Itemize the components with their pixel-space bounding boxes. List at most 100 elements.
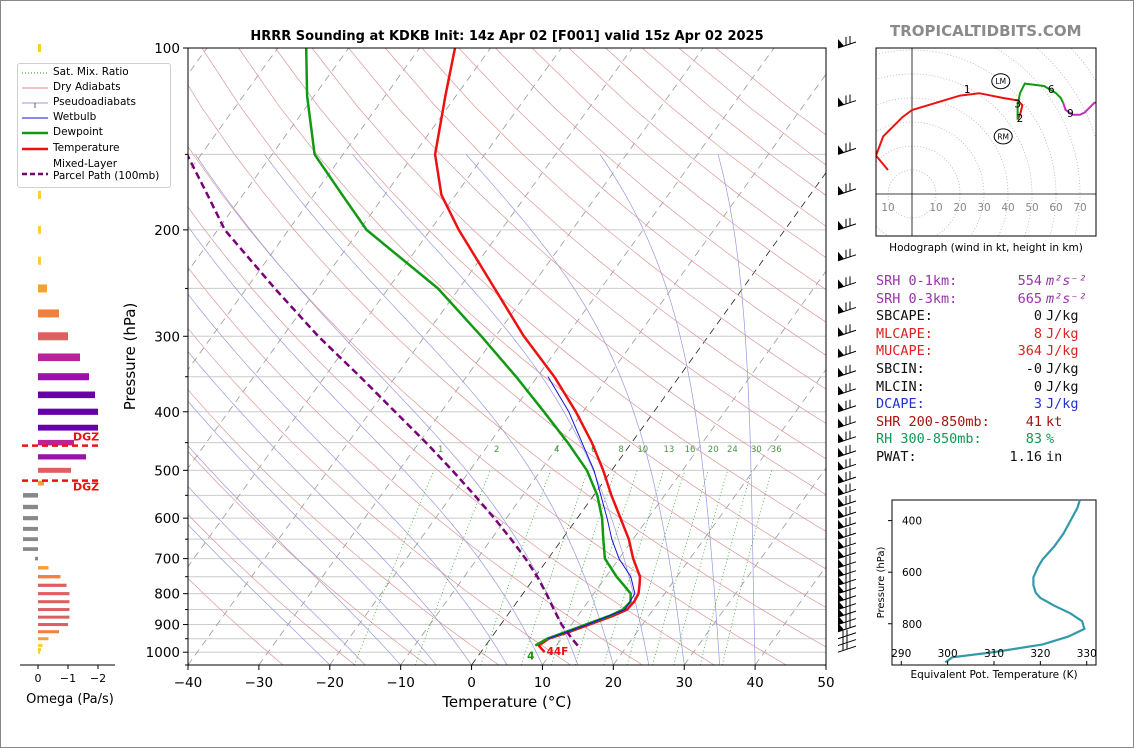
mixing-ratio-line [721,470,773,665]
hodograph-segment-0-3km [876,92,1024,171]
dry-adiabat [385,48,826,424]
index-unit: J/kg [1046,343,1079,360]
dry-adiabat [188,327,571,665]
mixing-ratio-label: 10 [637,445,648,455]
wind-barb [837,248,857,262]
wind-barb-flag [838,327,844,337]
wind-barb-flag [838,367,844,377]
wind-barb-flag [838,600,844,610]
pseudoadiabat [264,154,614,665]
hodograph-height-label: 9 [1067,108,1074,120]
wind-barb [837,276,857,289]
index-row: RH 300-850mb: 83% [876,431,1054,447]
theta-x-tick-label: 310 [984,648,1004,660]
pseudoadiabat [188,350,472,665]
mixing-ratio-label: 20 [708,445,719,455]
wind-barb [837,471,857,484]
wind-barb [837,94,857,108]
wind-barb [837,555,857,569]
x-tick-label: 0 [467,675,476,691]
omega-bar [23,547,38,551]
wind-barb-flag [838,540,844,550]
wind-barb-flag [838,474,844,484]
wind-barb-flag [838,592,844,602]
pseudoadiabat [599,154,721,665]
index-unit: J/kg [1046,325,1079,342]
wind-barb-flag [838,461,844,471]
theta-x-tick-label: 320 [1030,648,1050,660]
omega-bar [38,592,70,596]
wind-barb-flag [838,97,844,107]
skew-t-axes-frame [187,47,827,666]
storm-motion-label: RM [997,132,1009,141]
isotherm [258,48,704,665]
y-tick-label: 800 [154,587,180,603]
pseudoadiabat [465,154,685,665]
index-row: MLCAPE: 8 J/kg [876,326,1079,342]
theta-x-tick-label: 330 [1077,648,1097,660]
index-value: 665 [1017,290,1042,307]
dry-adiabat [188,145,787,665]
pseudoadiabat [188,523,331,665]
omega-bar [38,284,47,293]
wind-barb [837,430,857,444]
dgz-label: DGZ [73,481,99,494]
wind-barb-flag [838,576,844,586]
wind-barb-flag [838,519,844,529]
dry-adiabat [311,48,826,496]
wind-barb [837,142,857,155]
wind-barb-flag [838,509,844,519]
wind-barb [837,382,857,396]
theta-y-tick-label: 800 [902,619,922,631]
index-value: 554 [1017,273,1042,289]
index-label: SBCAPE: [876,308,933,325]
isotherm [542,270,826,665]
surface-dew-label: 4 [527,651,534,663]
legend-label: Temperature [53,142,120,154]
index-value: 8 [1033,325,1042,342]
wind-barb [837,399,857,413]
mixing-ratio-label: 24 [727,445,738,455]
omega-bar [38,575,61,579]
hodograph-segment-6-9km [1062,101,1096,116]
pseudoadiabat [188,293,508,665]
legend-item-dewpoint: Dewpoint [18,126,170,141]
hodograph-ring-label: 50 [1025,202,1038,214]
index-row: SRH 0-3km: 665 m²s⁻² [876,291,1087,307]
isotherm [188,48,562,568]
wind-barb [837,301,857,314]
index-value: 3 [1033,396,1042,413]
pseudoadiabat [188,400,437,665]
legend-item-pseudoadiabats: Pseudoadiabats [18,96,170,111]
index-value: 0 [1033,308,1042,325]
index-unit: J/kg [1046,378,1079,395]
dry-adiabat [201,48,826,608]
index-unit: m²s⁻² [1046,290,1087,307]
wind-barb [837,345,857,358]
wetbulb-line [547,376,636,640]
wind-barb [837,564,857,578]
index-value: 364 [1017,343,1042,360]
omega-x-tick-label: 0 [35,672,42,685]
wind-barb [837,629,857,640]
index-label: SHR 200-850mb: [876,413,990,430]
hodograph-ring-label: 40 [1001,202,1014,214]
theta-y-tick-label: 400 [902,516,922,528]
brand-watermark: TROPICALTIDBITS.COM [890,22,1082,40]
index-value: 0 [1033,378,1042,395]
index-unit: J/kg [1046,308,1079,325]
theta-y-tick-label: 600 [902,567,922,579]
dry-adiabat [188,267,643,665]
omega-bar [38,44,41,52]
isotherm [683,467,826,665]
legend-label: Dry Adiabats [53,81,121,93]
theta-x-axis-label: Equivalent Pot. Temperature (K) [910,669,1077,681]
index-label: SRH 0-1km: [876,273,958,289]
wind-barb-flag [838,622,844,632]
y-tick-label: 100 [154,41,180,57]
legend: Sat. Mix. Ratio Dry Adiabats Pseudoadiab… [17,63,171,188]
y-tick-label: 700 [154,552,180,568]
legend-item-sat-mix-ratio: Sat. Mix. Ratio [18,66,170,81]
omega-bar [38,650,40,654]
